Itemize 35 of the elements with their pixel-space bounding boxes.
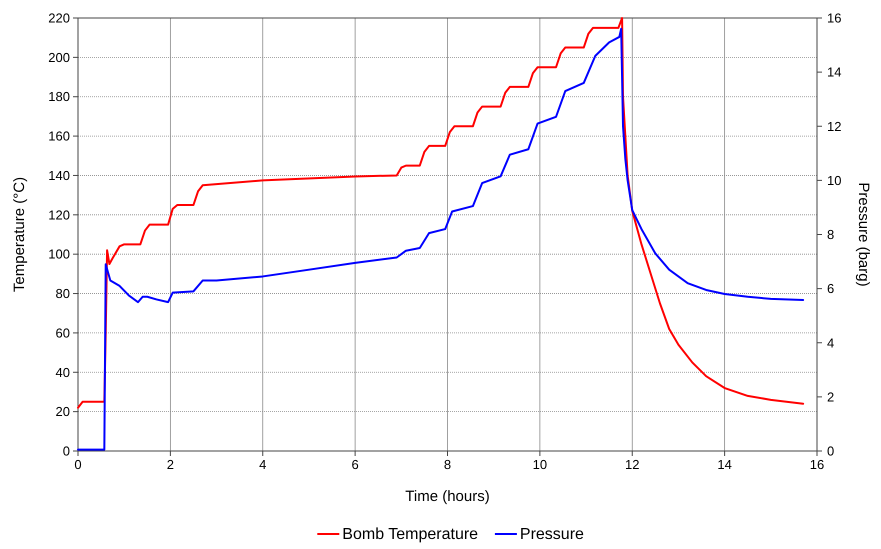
x-tick-label: 8 [444,457,452,472]
y2-tick-label: 14 [827,64,842,80]
x-tick-label: 10 [532,457,548,472]
y2-tick-label: 0 [827,444,834,458]
y2-axis-title: Pressure (barg) [855,182,872,287]
y-tick-label: 140 [48,168,70,183]
x-tick-label: 16 [810,457,824,472]
legend-label: Bomb Temperature [342,526,478,543]
y2-tick-label: 6 [827,281,834,296]
x-axis-title: Time (hours) [405,488,490,505]
y-tick-label: 20 [56,404,70,420]
y-tick-label: 60 [56,325,70,340]
y-tick-label: 180 [48,89,70,104]
x-tick-label: 2 [166,457,174,472]
y2-tick-label: 12 [827,118,842,134]
y-tick-label: 200 [48,50,70,65]
x-tick-label: 4 [259,457,266,472]
y2-tick-label: 4 [827,335,834,350]
y2-tick-label: 10 [827,172,842,188]
legend-label: Pressure [520,526,584,543]
y-axis-title: Temperature (°C) [11,176,28,292]
y2-tick-label: 2 [827,389,834,404]
y-tick-label: 40 [56,364,70,380]
y-tick-label: 160 [48,128,70,144]
x-tick-label: 6 [352,457,359,472]
x-tick-label: 0 [74,457,82,472]
y-tick-label: 100 [48,246,70,262]
y-tick-label: 80 [56,286,70,302]
y-tick-label: 220 [48,10,70,26]
x-tick-label: 12 [625,457,640,472]
x-tick-label: 14 [717,457,732,472]
y2-tick-label: 16 [827,10,842,26]
y-tick-label: 120 [48,207,70,222]
y2-tick-label: 8 [827,227,834,242]
y-tick-label: 0 [62,444,70,458]
